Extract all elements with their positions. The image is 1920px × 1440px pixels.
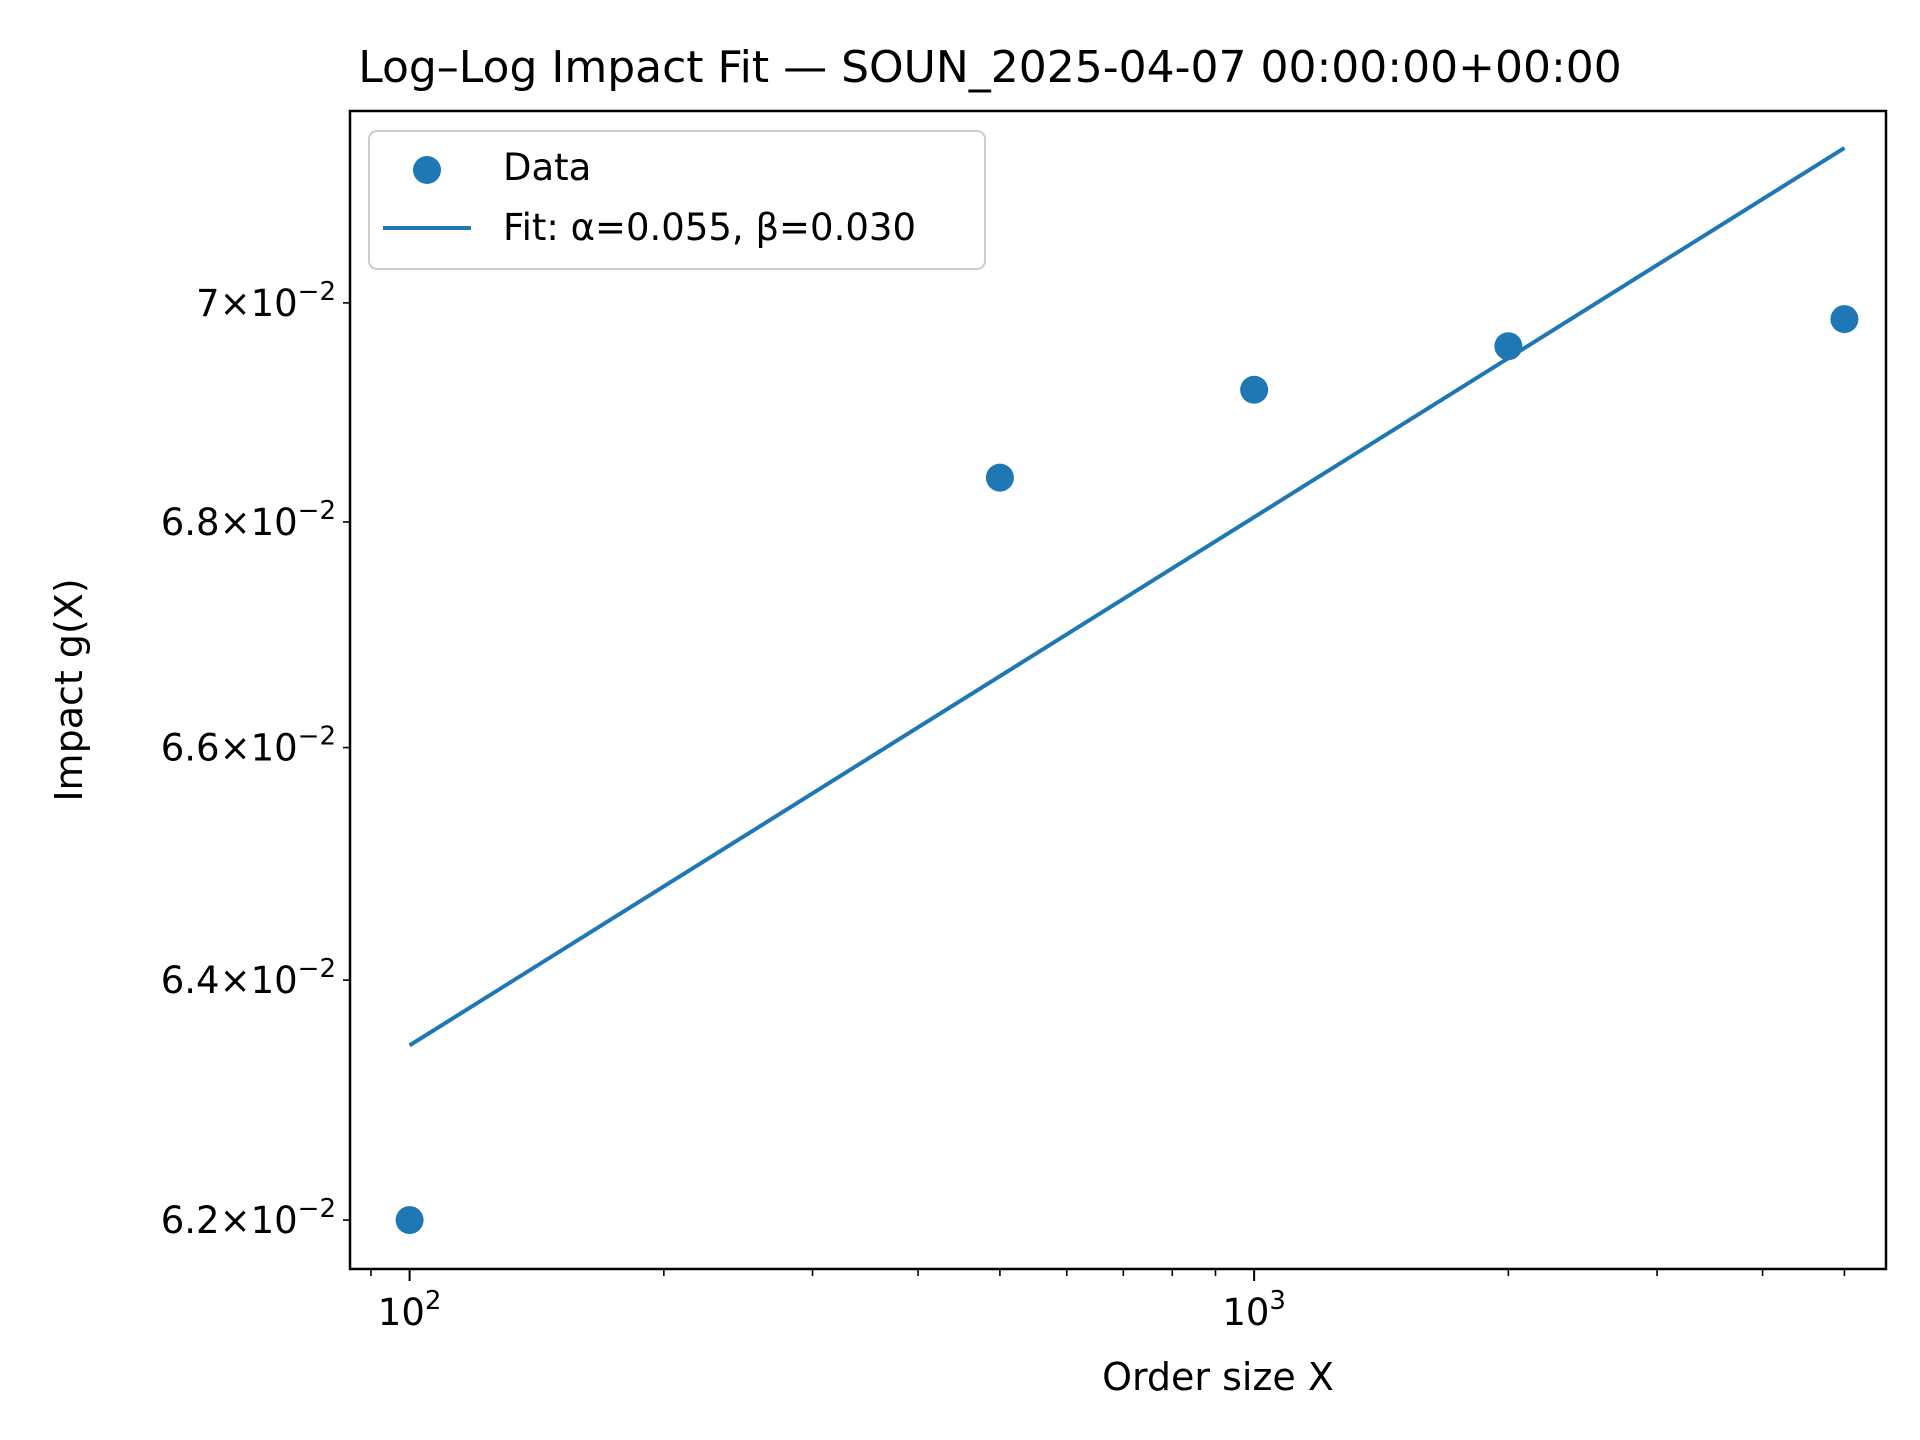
x-axis-label: Order size X	[1102, 1355, 1334, 1399]
legend-label-fit: Fit: α=0.055, β=0.030	[503, 206, 916, 249]
data-point	[985, 463, 1014, 492]
x-tick-label: 103	[1222, 1286, 1286, 1334]
y-axis-ticks: 6.2×10−2 6.4×10−2 6.6×10−2 6.8×10−2 7×10−2	[161, 277, 350, 1242]
fit-line	[408, 146, 1846, 1048]
y-tick-label: 7×10−2	[196, 277, 336, 325]
y-tick-label: 6.4×10−2	[161, 954, 336, 1002]
x-axis-ticks: 102 103	[370, 1269, 1846, 1334]
legend-marker-data	[413, 156, 441, 184]
y-tick-label: 6.6×10−2	[161, 722, 336, 770]
x-tick-label: 102	[378, 1286, 442, 1334]
legend: Data Fit: α=0.055, β=0.030	[368, 130, 986, 270]
chart-title: Log–Log Impact Fit — SOUN_2025-04-07 00:…	[358, 42, 1622, 93]
plot-area	[395, 146, 1859, 1235]
y-tick-label: 6.2×10−2	[161, 1194, 336, 1242]
data-point	[1494, 332, 1523, 361]
data-point	[1240, 375, 1269, 404]
data-point	[1830, 305, 1859, 334]
plot-frame	[348, 109, 1888, 1271]
legend-label-data: Data	[503, 146, 591, 189]
legend-box	[368, 130, 986, 270]
y-axis-label: Impact g(X)	[47, 578, 91, 801]
y-tick-label: 6.8×10−2	[161, 496, 336, 544]
data-point	[395, 1206, 424, 1235]
